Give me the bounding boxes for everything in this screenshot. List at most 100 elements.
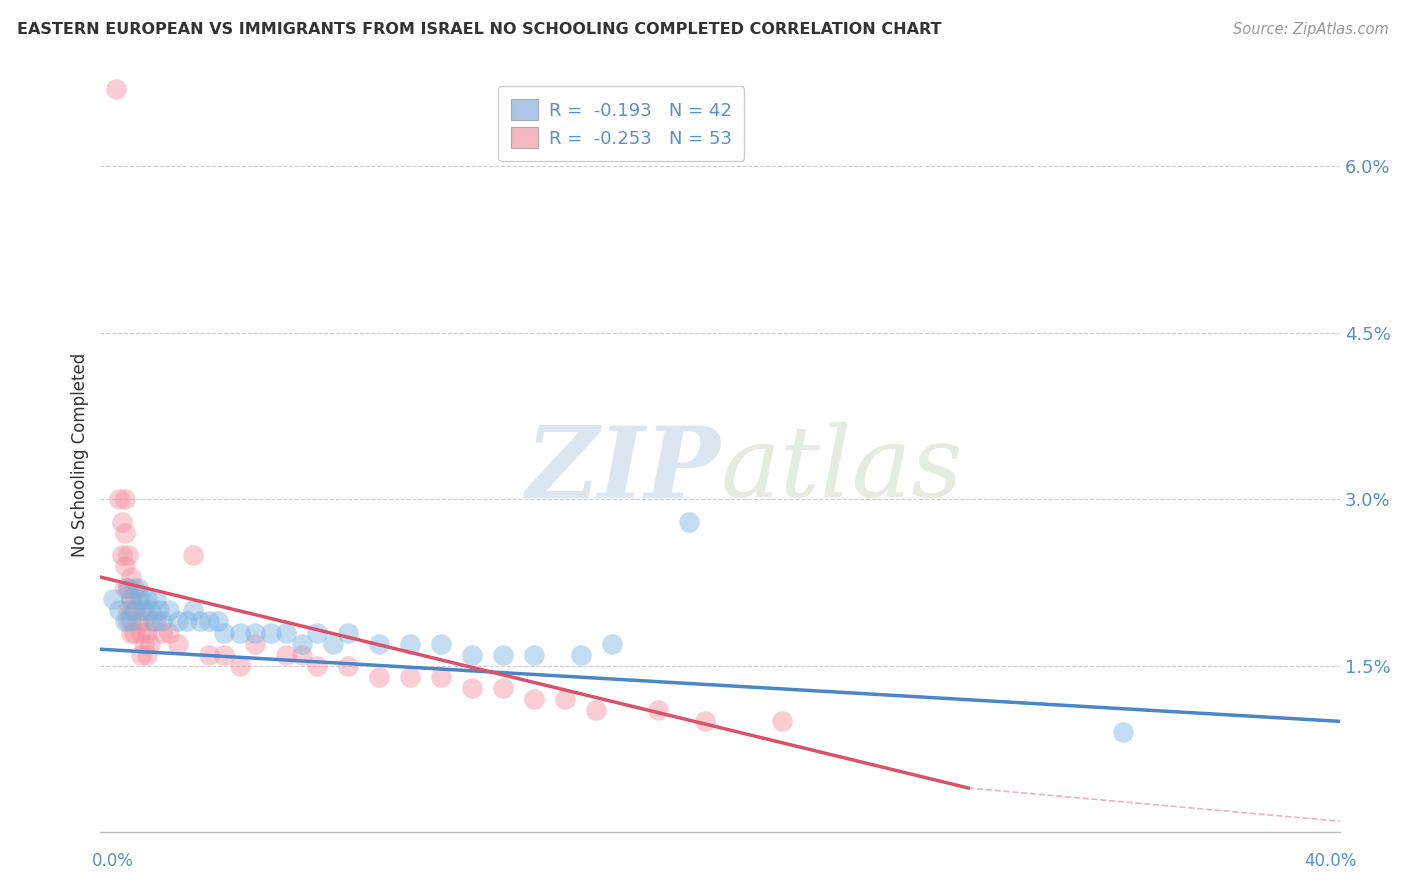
Point [120,615,142,629]
Point [245,625,267,640]
Point [117,581,139,595]
Point [291,637,314,651]
Point [337,658,360,673]
Text: Source: ZipAtlas.com: Source: ZipAtlas.com [1233,22,1389,37]
Point [322,637,344,651]
Point [276,648,298,662]
Point [129,648,152,662]
Point [139,637,162,651]
Point [337,625,360,640]
Point [142,615,165,629]
Point [229,658,252,673]
Y-axis label: No Schooling Completed: No Schooling Completed [72,353,89,557]
Point [214,648,236,662]
Point [157,603,180,617]
Point [399,637,422,651]
Point [124,581,146,595]
Point [101,592,124,607]
Point [461,648,484,662]
Point [120,603,142,617]
Point [104,81,127,95]
Point [198,648,221,662]
Point [135,625,157,640]
Point [770,714,793,729]
Point [678,515,700,529]
Point [132,615,155,629]
Point [108,492,131,507]
Point [183,548,205,562]
Point [127,592,149,607]
Point [188,615,211,629]
Point [124,625,146,640]
Point [585,703,607,717]
Point [166,615,188,629]
Point [166,637,188,651]
Point [260,625,283,640]
Point [132,603,155,617]
Point [198,615,221,629]
Point [129,603,152,617]
Point [693,714,716,729]
Point [183,603,205,617]
Point [150,615,173,629]
Point [492,648,515,662]
Point [492,681,515,695]
Point [124,603,146,617]
Point [117,603,139,617]
Point [150,625,173,640]
Point [129,625,152,640]
Point [114,615,136,629]
Point [461,681,484,695]
Point [124,603,146,617]
Point [430,637,453,651]
Point [117,581,139,595]
Point [114,558,136,573]
Point [129,592,152,607]
Legend: R =  -0.193   N = 42, R =  -0.253   N = 53: R = -0.193 N = 42, R = -0.253 N = 53 [498,87,744,161]
Point [145,615,167,629]
Point [132,637,155,651]
Point [127,581,149,595]
Point [135,592,157,607]
Point [114,525,136,540]
Point [647,703,669,717]
Point [554,692,576,706]
Point [157,625,180,640]
Point [145,592,167,607]
Point [1112,725,1135,739]
Point [600,637,623,651]
Point [139,603,162,617]
Text: atlas: atlas [720,423,963,517]
Point [120,592,142,607]
Point [117,615,139,629]
Point [214,625,236,640]
Point [207,615,229,629]
Point [111,515,134,529]
Point [430,670,453,684]
Point [229,625,252,640]
Point [276,625,298,640]
Point [176,615,198,629]
Point [135,648,157,662]
Point [127,615,149,629]
Point [399,670,422,684]
Point [108,603,131,617]
Point [120,625,142,640]
Point [111,548,134,562]
Point [523,648,546,662]
Point [114,492,136,507]
Point [120,592,142,607]
Point [120,570,142,584]
Point [245,637,267,651]
Point [307,658,329,673]
Point [368,670,391,684]
Point [148,603,170,617]
Point [291,648,314,662]
Point [523,692,546,706]
Point [368,637,391,651]
Point [117,548,139,562]
Point [307,625,329,640]
Point [569,648,592,662]
Text: 40.0%: 40.0% [1305,852,1357,870]
Point [114,581,136,595]
